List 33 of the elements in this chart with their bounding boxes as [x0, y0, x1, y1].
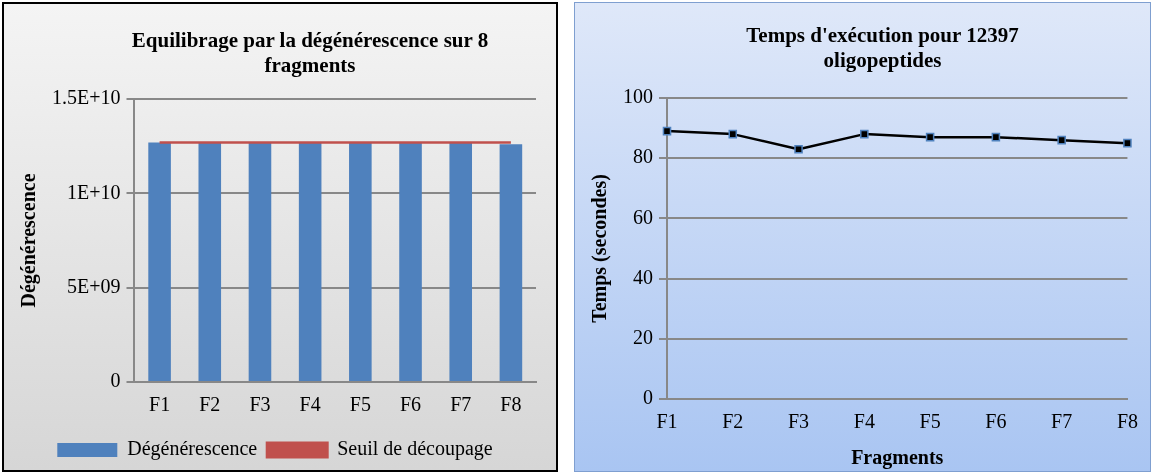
- y-axis-title: Dégénérescence: [17, 173, 41, 308]
- y-tick-label: 0: [643, 386, 653, 409]
- y-tick-label: 1E+10: [67, 180, 121, 203]
- x-tick-label: F6: [399, 393, 422, 416]
- chart-title: Temps d'exécution pour 12397 oligopeptides: [745, 23, 1020, 73]
- x-tick-label: F8: [1116, 410, 1138, 433]
- x-tick-label: F5: [349, 393, 371, 416]
- x-tick-label: F3: [787, 410, 810, 433]
- x-axis-title: Fragments: [851, 446, 944, 470]
- x-tick-label: F4: [853, 410, 875, 433]
- x-tick-label: F7: [450, 393, 472, 416]
- y-tick-label: 60: [633, 205, 653, 228]
- x-tick-label: F1: [149, 393, 171, 416]
- x-tick-label: F2: [199, 393, 221, 416]
- x-tick-label: F6: [985, 410, 1007, 433]
- y-tick-label: 100: [623, 85, 653, 108]
- x-tick-label: F8: [500, 393, 522, 416]
- y-tick-label: 0: [110, 369, 121, 392]
- x-tick-label: F3: [249, 393, 271, 416]
- x-tick-label: F7: [1051, 410, 1073, 433]
- x-tick-label: F2: [722, 410, 744, 433]
- x-tick-label: F4: [299, 393, 321, 416]
- y-tick-label: 5E+09: [67, 274, 121, 297]
- x-tick-label: F5: [919, 410, 941, 433]
- y-tick-label: 40: [633, 265, 653, 288]
- y-axis-title: Temps (secondes): [588, 174, 612, 323]
- y-tick-label: 1.5E+10: [52, 86, 121, 109]
- x-tick-label: F1: [656, 410, 678, 433]
- legend-label: Seuil de découpage: [337, 437, 493, 461]
- y-tick-label: 80: [633, 145, 653, 168]
- chart-title: Equilibrage par la dégénérescence sur 8 fragments: [130, 28, 490, 78]
- legend-label: Dégénérescence: [127, 437, 258, 461]
- y-tick-label: 20: [633, 326, 653, 349]
